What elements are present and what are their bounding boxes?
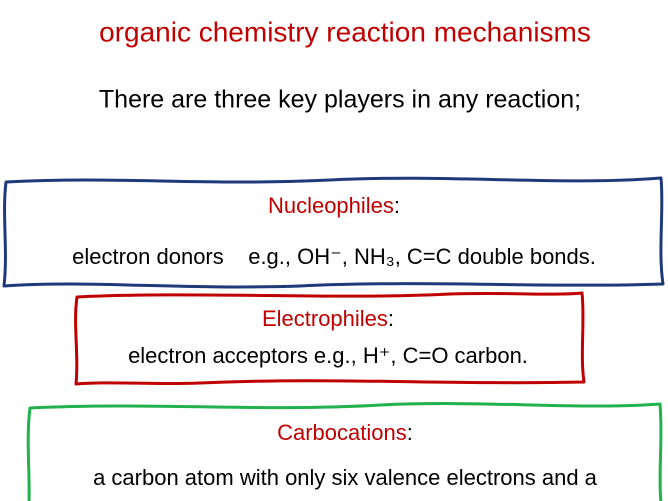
title: organic chemistry reaction mechanisms (99, 16, 591, 47)
box-text: electron donors e.g., OH⁻, NH₃, C=C doub… (72, 244, 596, 269)
carbocations-box (26, 402, 663, 501)
term: Carbocations (277, 420, 407, 445)
colon: : (394, 193, 400, 218)
term: Electrophiles (262, 306, 388, 331)
colon: : (388, 306, 394, 331)
box-text: a carbon atom with only six valence elec… (93, 465, 598, 490)
intro: There are three key players in any react… (99, 86, 581, 114)
nucleophiles-box (2, 176, 665, 289)
term: Nucleophiles (268, 193, 394, 218)
box-heading: Nucleophiles: (268, 193, 400, 218)
box-text: electron acceptors e.g., H⁺, C=O carbon. (128, 343, 528, 368)
box-heading: Electrophiles: (262, 306, 394, 331)
colon: : (407, 420, 413, 445)
box-heading: Carbocations: (277, 420, 413, 445)
electrophiles-box (74, 291, 586, 386)
